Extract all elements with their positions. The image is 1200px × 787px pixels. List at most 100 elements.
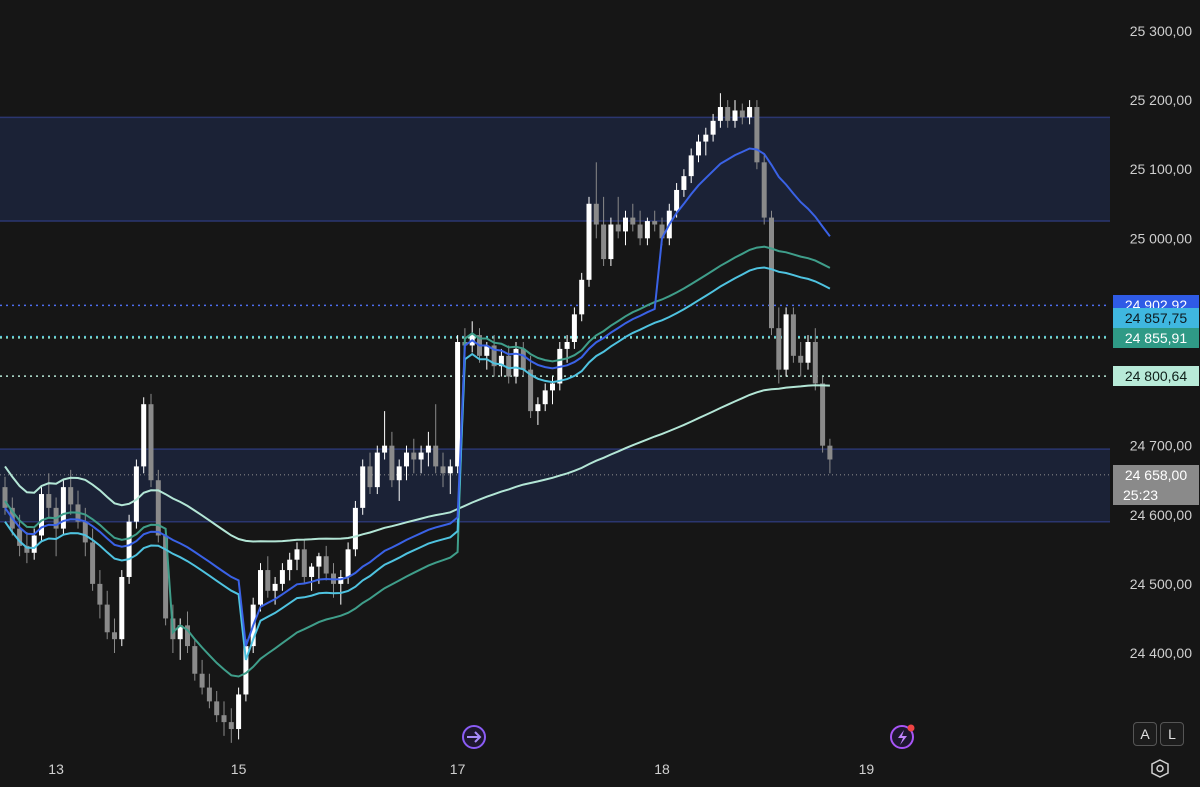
- candle-body: [681, 176, 687, 190]
- y-axis-tick-label: 25 100,00: [1130, 161, 1192, 177]
- arrow-glyph: [467, 731, 482, 743]
- price-label-tag: 24 800,64: [1113, 366, 1199, 387]
- candle-body: [433, 445, 439, 467]
- candle-body: [542, 390, 548, 405]
- candle-body: [747, 107, 753, 118]
- price-label-tag: 24 855,91: [1113, 328, 1199, 348]
- x-axis-tick-label: 13: [48, 761, 64, 777]
- notification-dot-icon: [907, 724, 915, 732]
- candle-body: [776, 328, 782, 370]
- candle-body: [31, 535, 37, 553]
- y-axis-tick-label: 24 700,00: [1130, 438, 1192, 454]
- candle-body: [623, 217, 628, 232]
- candle-body: [112, 632, 117, 640]
- candle-body: [761, 162, 767, 218]
- x-axis-tick-label: 17: [450, 761, 466, 777]
- bar-countdown: 25:23: [1113, 484, 1199, 505]
- candle-body: [425, 445, 431, 453]
- y-axis-tick-label: 25 200,00: [1130, 92, 1192, 108]
- y-axis-tick-label: 24 600,00: [1130, 507, 1192, 523]
- zone-rect: [0, 117, 1110, 222]
- candle-body: [82, 521, 88, 543]
- candle-body: [301, 549, 307, 577]
- candle-body: [447, 466, 453, 474]
- candle-body: [703, 134, 709, 142]
- candle-body: [126, 521, 132, 577]
- y-axis-tick-label: 25 300,00: [1130, 23, 1192, 39]
- candle-body: [133, 466, 139, 522]
- indicator-line-dark-blue: [4, 147, 831, 647]
- candle-body: [725, 107, 731, 121]
- candle-body: [528, 369, 534, 412]
- candle-body: [440, 466, 446, 474]
- candle-body: [90, 542, 96, 584]
- candle-body: [119, 576, 125, 640]
- lightning-glyph: [898, 730, 907, 745]
- candle-body: [360, 466, 366, 508]
- candle-body: [783, 314, 789, 370]
- candle-body: [455, 342, 461, 467]
- candle-body: [316, 556, 322, 567]
- candle-body: [382, 445, 388, 453]
- candle-body: [418, 452, 424, 460]
- candle-body: [46, 494, 52, 508]
- candle-body: [571, 314, 577, 342]
- candle-body: [104, 604, 110, 633]
- price-label-tag: 24 658,00: [1113, 464, 1199, 485]
- candle-body: [294, 549, 300, 560]
- candle-body: [805, 342, 811, 363]
- candle-body: [688, 155, 694, 177]
- candle-body: [827, 445, 833, 460]
- candle-body: [593, 203, 599, 225]
- candle-body: [97, 583, 103, 605]
- candle-body: [389, 445, 395, 481]
- settings-icon: [1151, 759, 1169, 778]
- candle-body: [498, 355, 504, 367]
- y-axis-tick-label: 24 500,00: [1130, 576, 1192, 592]
- candle-body: [287, 559, 293, 571]
- indicator-line-light-blue: [4, 266, 831, 661]
- candle-body: [185, 625, 190, 647]
- candle-body: [258, 570, 263, 605]
- candle-body: [520, 348, 526, 370]
- candle-body: [396, 466, 402, 481]
- candle-body: [228, 722, 234, 730]
- candle-body: [820, 383, 826, 446]
- candle-body: [652, 221, 658, 225]
- candle-body: [754, 107, 760, 163]
- price-label-tag: 24 857,75: [1113, 308, 1199, 328]
- candle-body: [644, 221, 650, 239]
- candle-body: [484, 345, 490, 356]
- auto-scale-button[interactable]: A: [1133, 722, 1157, 746]
- candle-body: [236, 694, 242, 730]
- candle-body: [214, 701, 220, 716]
- candle-body: [630, 217, 636, 225]
- candle-body: [68, 487, 74, 505]
- candle-body: [732, 110, 738, 121]
- candle-body: [550, 383, 555, 391]
- candle-body: [564, 342, 570, 349]
- candle-body: [148, 404, 154, 481]
- candle-body: [221, 715, 227, 723]
- candle-body: [338, 576, 344, 584]
- y-axis-tick-label: 24 400,00: [1130, 645, 1192, 661]
- candle-body: [513, 348, 519, 377]
- candle-body: [739, 110, 745, 118]
- candle-body: [352, 507, 358, 550]
- candle-body: [404, 452, 409, 467]
- candle-body: [579, 279, 585, 315]
- candle-body: [206, 687, 212, 702]
- candle-body: [710, 120, 716, 135]
- candle-body: [279, 570, 285, 584]
- candle-body: [163, 535, 169, 619]
- candle-body: [199, 673, 205, 688]
- candle-body: [790, 314, 796, 356]
- candle-body: [39, 494, 44, 536]
- log-scale-button[interactable]: L: [1160, 722, 1184, 746]
- candle-body: [717, 107, 723, 121]
- x-axis-tick-label: 18: [654, 761, 670, 777]
- y-axis-tick-label: 25 000,00: [1130, 230, 1192, 246]
- x-axis-tick-label: 19: [859, 761, 875, 777]
